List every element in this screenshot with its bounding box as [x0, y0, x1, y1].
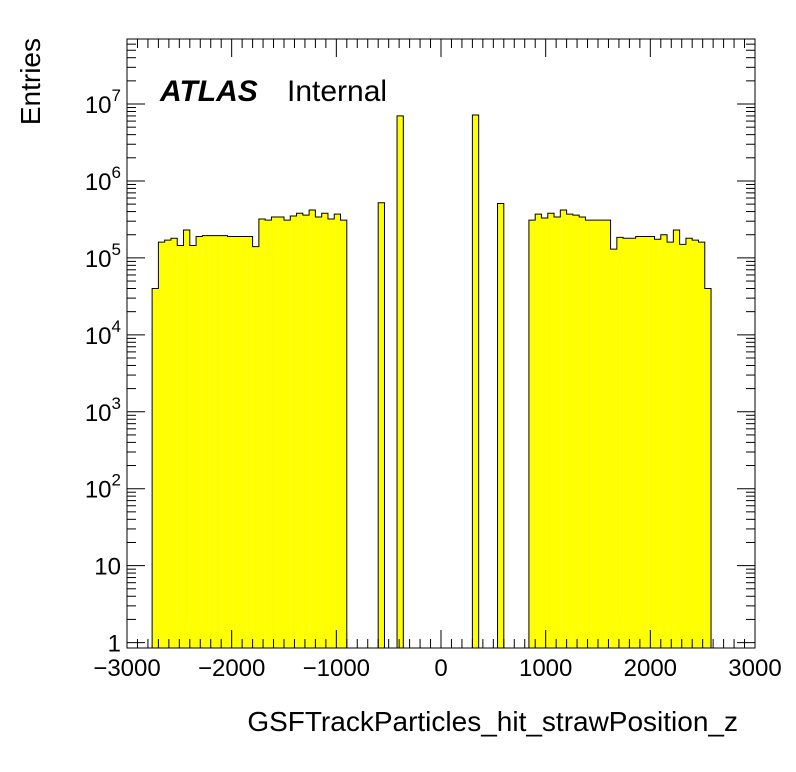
histogram-bin [378, 202, 385, 649]
histogram-bin [623, 238, 630, 648]
x-tick-label: −2000 [198, 655, 265, 682]
y-axis-title: Entries [15, 38, 46, 125]
x-axis-title: GSFTrackParticles_hit_strawPosition_z [247, 706, 738, 737]
y-tick-label: 1 [108, 631, 121, 658]
histogram-bin [572, 215, 580, 648]
x-axis-ticks [126, 39, 756, 648]
y-axis-tick-labels: 1 10 102 103 104 105 106 107 [85, 86, 121, 658]
histogram-bin [158, 242, 165, 648]
histogram-bin [541, 217, 548, 649]
histogram-bin [296, 213, 303, 648]
histogram-bin [302, 215, 310, 648]
histogram-bin [667, 242, 674, 648]
x-tick-label: 3000 [728, 655, 781, 682]
histogram-bin [189, 245, 197, 648]
histogram-bin [660, 234, 668, 648]
histogram-bin [704, 288, 712, 648]
x-tick-label: −1000 [303, 655, 370, 682]
histogram-bin [547, 213, 555, 648]
histogram-bin [528, 220, 536, 648]
y-axis-ticks [127, 38, 755, 644]
x-tick-label: 2000 [624, 655, 677, 682]
histogram-bin [397, 115, 404, 648]
histogram-bin [535, 214, 542, 648]
histogram-bin [277, 217, 284, 648]
histogram-bin [221, 235, 228, 648]
histogram-bin [183, 230, 190, 648]
histogram-bin [170, 238, 178, 648]
histogram-bin [616, 237, 624, 648]
histogram-bin [315, 217, 322, 648]
histogram-bin [164, 240, 171, 649]
histogram-bin [290, 216, 297, 648]
histogram-bins [151, 114, 712, 649]
histogram-bin [309, 209, 316, 649]
plot-frame [126, 38, 756, 649]
histogram-bin [177, 245, 184, 648]
histogram-bin [321, 213, 328, 648]
histogram-bin [265, 220, 272, 648]
histogram-bin [202, 235, 209, 648]
y-tick-label: 103 [85, 394, 121, 427]
histogram-bin [698, 242, 705, 648]
x-tick-label: 1000 [519, 655, 572, 682]
y-tick-label: 105 [85, 240, 121, 273]
histogram-bin [284, 220, 291, 648]
histogram-bin [679, 244, 686, 648]
histogram-bin [258, 219, 266, 648]
atlas-status-label: Internal [287, 75, 387, 108]
histogram-bin [340, 220, 347, 648]
histogram-bin [591, 220, 598, 648]
histogram-bin [246, 236, 253, 649]
y-tick-label: 10 [94, 554, 121, 581]
histogram-outline [151, 114, 712, 648]
y-tick-label: 102 [85, 471, 121, 504]
histogram-bin [579, 217, 586, 648]
histogram-bin [585, 220, 592, 648]
histogram-bin [598, 220, 605, 648]
histogram-bin [629, 238, 636, 648]
histogram-bin [685, 238, 693, 648]
histogram-bin [648, 236, 655, 649]
y-tick-label: 104 [85, 317, 121, 350]
histogram-bin [214, 235, 222, 648]
histogram-bin [240, 236, 247, 649]
histogram-bin [610, 249, 617, 648]
histogram-bin [654, 239, 661, 648]
histogram-bin [472, 114, 479, 649]
histogram-bin [196, 236, 203, 649]
histogram-bin [152, 288, 159, 648]
histogram-bin [327, 219, 335, 648]
histogram-bin [227, 236, 234, 649]
histogram-bin [233, 236, 241, 649]
histogram-bin [252, 246, 259, 649]
histogram-bin [271, 217, 278, 648]
histogram-bin [497, 203, 504, 649]
histogram-bin [635, 236, 642, 649]
histogram-bin [334, 214, 341, 648]
y-tick-label: 106 [85, 163, 121, 196]
x-tick-label: 0 [434, 655, 447, 682]
histogram-bin [692, 240, 699, 649]
histogram-bin [604, 220, 611, 648]
atlas-label: ATLAS [159, 75, 258, 108]
x-axis-tick-labels: −3000 −2000 −1000 0 1000 2000 3000 [93, 655, 781, 682]
histogram-bin [566, 214, 573, 648]
x-tick-label: −3000 [93, 655, 160, 682]
histogram-bin [560, 209, 567, 649]
histogram-bin [673, 230, 680, 648]
y-tick-label: 107 [85, 86, 121, 119]
histogram-bin [554, 217, 561, 648]
histogram-bin [641, 236, 649, 649]
histogram-bin [208, 235, 215, 648]
